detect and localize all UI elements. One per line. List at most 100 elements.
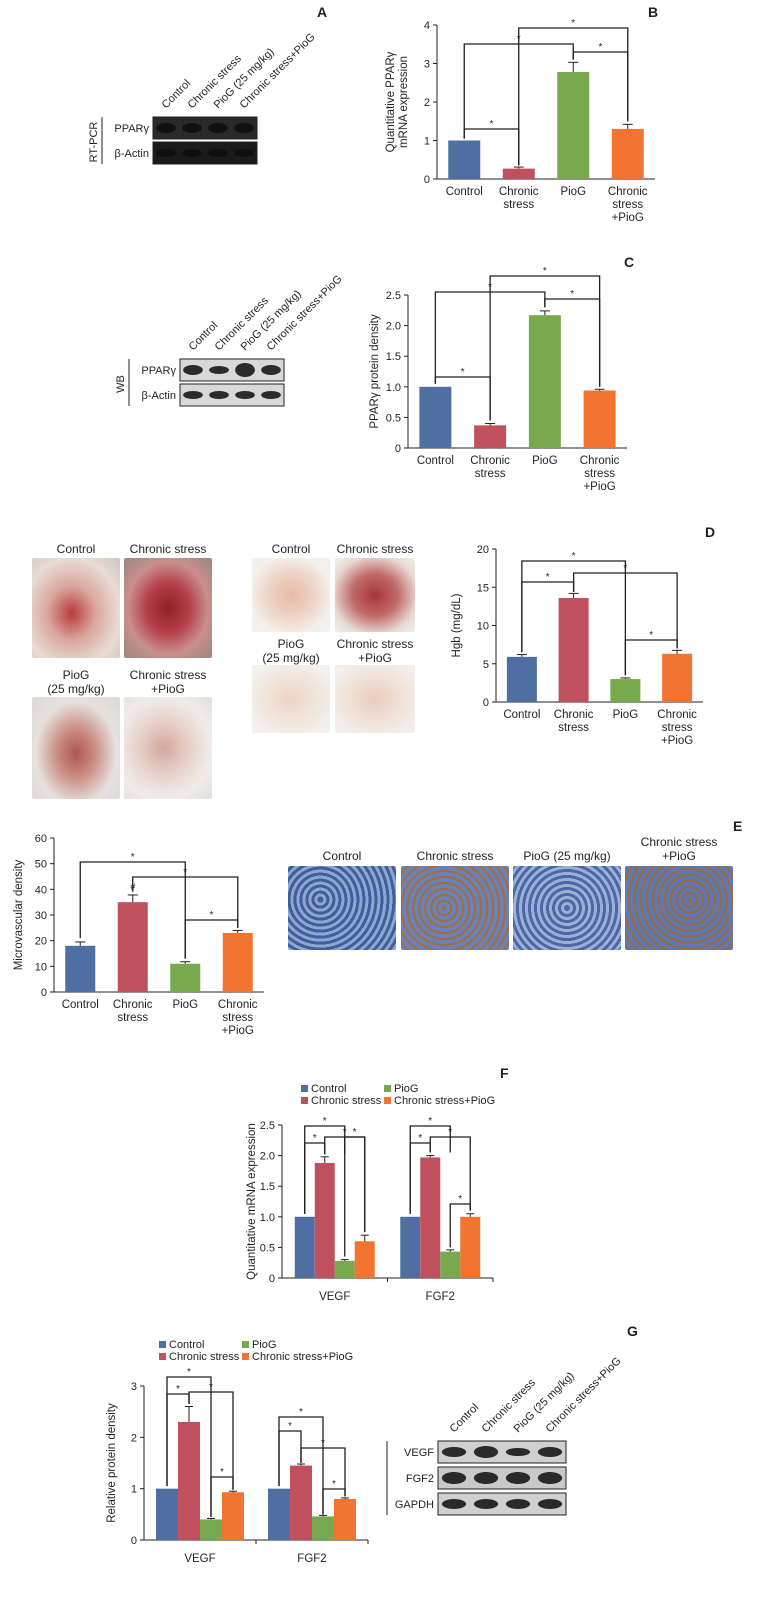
blot-band — [156, 123, 176, 133]
bar — [290, 1465, 312, 1540]
blot-strip — [152, 116, 258, 140]
bar — [528, 315, 561, 448]
significance-bracket — [409, 1125, 451, 1214]
blot-band — [183, 391, 203, 399]
blot-strip — [152, 141, 258, 165]
blot-band — [473, 1446, 499, 1458]
x-tick-label: stress — [584, 468, 615, 480]
tumor-photo-piog-in-situ — [32, 697, 120, 799]
legend-label: Chronic stress — [169, 1351, 240, 1363]
blot-row-label: β-Actin — [142, 390, 176, 402]
y-tick-label: 1 — [424, 136, 430, 148]
y-tick-label: 2 — [131, 1432, 137, 1444]
photo-label-d-right-2: Chronic stress — [336, 542, 414, 556]
panel-letter-b: B — [648, 4, 659, 20]
significance-bracket — [429, 1136, 471, 1211]
x-tick-label: VEGF — [184, 1553, 215, 1565]
y-tick-label: 0 — [424, 174, 430, 186]
blot-strip — [437, 1440, 567, 1464]
bar — [611, 128, 644, 179]
significance-bracket — [300, 1447, 346, 1497]
y-tick-label: 0 — [483, 697, 489, 709]
significance-star: * — [288, 1421, 292, 1432]
significance-star: * — [599, 42, 603, 53]
x-tick-label: stress — [612, 199, 643, 211]
panel-letter-d: D — [705, 524, 716, 540]
x-tick-label: Chronic — [499, 186, 539, 198]
x-tick-label: PioG — [172, 999, 198, 1011]
bar — [170, 963, 201, 992]
blot-band — [182, 123, 202, 133]
bar — [400, 1216, 421, 1278]
legend-label: Control — [169, 1339, 204, 1351]
x-tick-label: Chronic — [218, 999, 258, 1011]
x-tick-label: stress — [475, 468, 506, 480]
y-axis-label: Quantitative mRNA expression — [246, 1123, 258, 1280]
significance-star: * — [313, 1133, 317, 1144]
x-tick-label: Control — [446, 186, 483, 198]
legend-swatch — [384, 1085, 391, 1092]
y-tick-label: 30 — [35, 910, 47, 922]
significance-bracket — [132, 876, 239, 928]
x-tick-label: stress — [558, 722, 589, 734]
x-tick-label: +PioG — [222, 1025, 254, 1037]
bar — [334, 1498, 356, 1540]
significance-star: * — [490, 119, 494, 130]
legend-swatch — [301, 1097, 308, 1104]
histology-chronic-stress — [401, 866, 509, 950]
x-tick-label: VEGF — [319, 1291, 350, 1303]
blot-band — [209, 391, 229, 399]
blot-strip — [437, 1492, 567, 1516]
blot-band — [505, 1448, 531, 1456]
y-tick-label: 0.5 — [386, 412, 401, 424]
y-tick-label: 20 — [35, 936, 47, 948]
x-tick-label: Chronic — [608, 186, 648, 198]
y-tick-label: 0 — [41, 987, 47, 999]
bar — [506, 656, 537, 702]
blot-side-label: RT-PCR — [88, 122, 100, 163]
bar — [222, 932, 253, 992]
histology-label-1: Control — [322, 849, 362, 863]
bar — [460, 1216, 481, 1278]
legend-swatch — [301, 1085, 308, 1092]
y-tick-label: 1.0 — [260, 1212, 275, 1224]
blot-band — [156, 149, 176, 157]
bar — [312, 1516, 334, 1540]
x-tick-label: stress — [503, 199, 534, 211]
significance-star: * — [428, 1116, 432, 1127]
y-tick-label: 40 — [35, 884, 47, 896]
bar — [610, 679, 641, 702]
significance-star: * — [343, 1127, 347, 1138]
significance-bracket — [79, 861, 186, 959]
tumor-photo-combo-excised — [335, 665, 415, 733]
photo-label-d-left-1: Control — [56, 542, 96, 556]
significance-star: * — [570, 289, 574, 300]
blot-row-label: FGF2 — [406, 1473, 434, 1485]
blot-band — [235, 363, 255, 377]
blot-row-label: VEGF — [404, 1447, 434, 1459]
significance-bracket — [518, 27, 629, 166]
blot-strip — [179, 358, 285, 382]
x-tick-label: stress — [662, 722, 693, 734]
blot-band — [441, 1472, 467, 1484]
bar — [117, 902, 148, 992]
x-tick-label: +PioG — [661, 735, 693, 747]
blot-band — [505, 1499, 531, 1509]
tumor-photo-control-excised — [252, 558, 330, 632]
bar — [448, 140, 481, 179]
y-tick-label: 15 — [477, 582, 489, 594]
histology-combo — [625, 866, 733, 950]
significance-star: * — [418, 1133, 422, 1144]
bar — [178, 1421, 200, 1540]
bar — [420, 1157, 441, 1278]
significance-star: * — [183, 867, 187, 878]
panel-letter-g: G — [627, 1323, 638, 1339]
y-axis-label: PPARγ protein density — [369, 314, 381, 428]
bar — [502, 168, 535, 179]
blot-band — [209, 366, 229, 374]
panel-letter-f: F — [500, 1065, 509, 1081]
bar — [662, 653, 693, 702]
